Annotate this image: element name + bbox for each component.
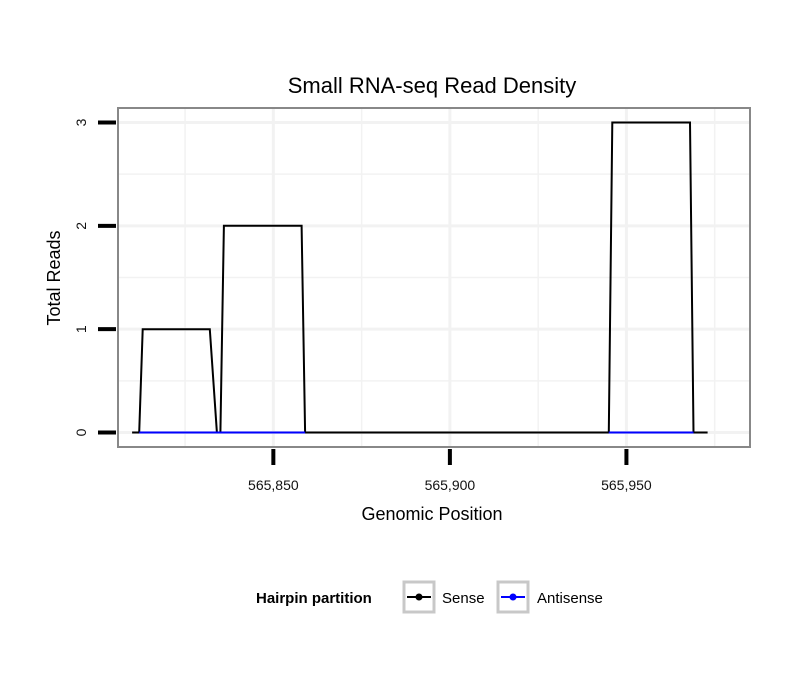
y-axis-title: Total Reads xyxy=(44,230,64,325)
x-tick-label: 565,950 xyxy=(601,477,652,493)
legend-swatch-sense-dot xyxy=(415,593,423,601)
grid xyxy=(118,108,750,447)
legend-key-sense xyxy=(402,580,436,614)
x-tick-label: 565,850 xyxy=(248,477,299,493)
chart-title: Small RNA-seq Read Density xyxy=(288,73,577,98)
y-tick-label: 0 xyxy=(73,428,89,436)
y-tick-label: 1 xyxy=(73,325,89,333)
legend: Hairpin partition Sense Antisense xyxy=(256,580,603,614)
series-layer xyxy=(132,121,708,434)
y-tick-label: 3 xyxy=(73,118,89,126)
x-tick-label: 565,900 xyxy=(425,477,476,493)
axes: 565,850 565,900 565,950 0 1 2 3 xyxy=(73,118,652,493)
x-axis-title: Genomic Position xyxy=(361,504,502,524)
plot-panel-border xyxy=(117,107,751,448)
legend-label-sense: Sense xyxy=(442,590,485,607)
legend-key-antisense xyxy=(496,580,530,614)
y-tick-label: 2 xyxy=(73,222,89,230)
legend-swatch-antisense-dot xyxy=(509,593,517,601)
legend-label-antisense: Antisense xyxy=(537,590,603,607)
series-sense-line xyxy=(132,121,708,434)
legend-title: Hairpin partition xyxy=(256,590,372,607)
